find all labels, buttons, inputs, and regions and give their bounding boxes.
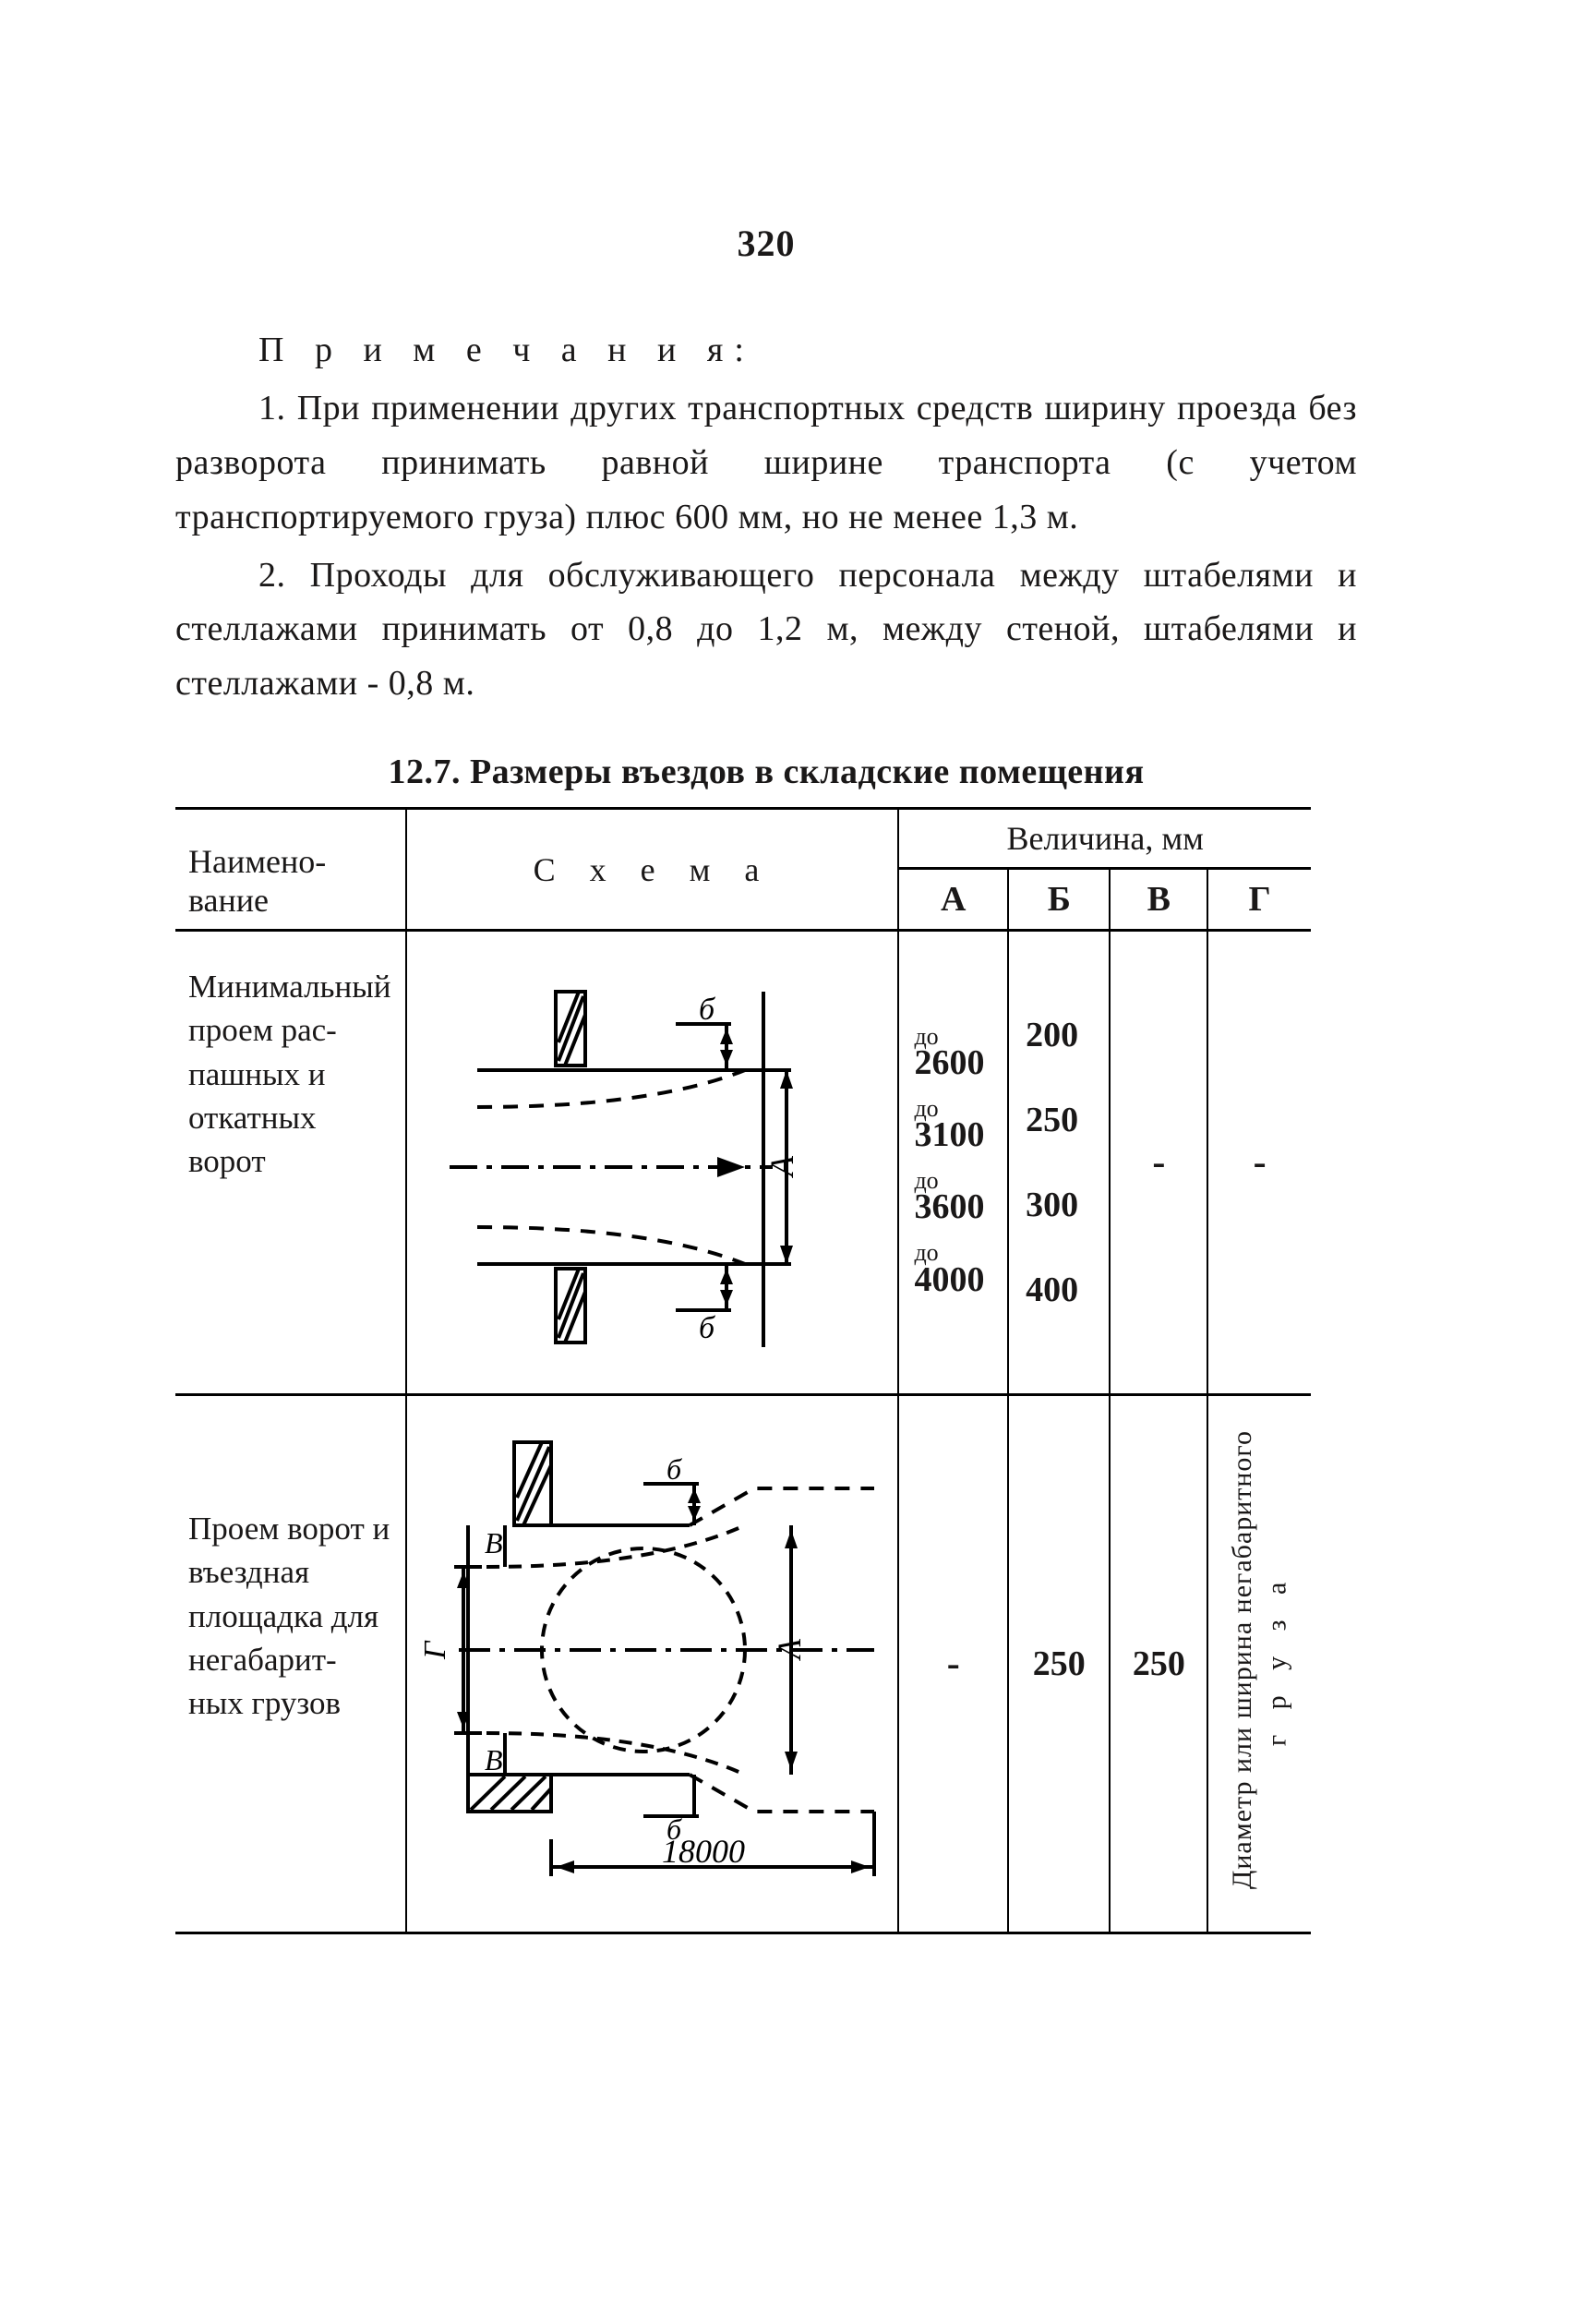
row2-scheme-svg: б б В В А Г 18000: [413, 1405, 893, 1922]
notes-block: П р и м е ч а н и я: 1. При применении д…: [175, 323, 1357, 711]
col-header-scheme: С х е м а: [406, 809, 898, 931]
page-number: 320: [175, 222, 1357, 265]
row2-col-b: 250: [1008, 1395, 1110, 1933]
row2-col-g: Диаметр или ширина негабаритного г р у з…: [1207, 1395, 1311, 1933]
table-caption: 12.7. Размеры въездов в складские помеще…: [175, 752, 1357, 792]
notes-heading: П р и м е ч а н и я:: [175, 323, 1357, 378]
row2-name: Проем ворот и въездная площадка для нега…: [175, 1395, 406, 1933]
dim-b-top: б: [699, 993, 716, 1027]
col-header-a: А: [898, 869, 1008, 931]
content-area: 320 П р и м е ч а н и я: 1. При применен…: [175, 222, 1357, 1934]
table-row: Минимальный проем рас- пашных и откатных…: [175, 931, 1311, 1395]
page: 320 П р и м е ч а н и я: 1. При применен…: [0, 0, 1585, 2324]
row2-col-v: 250: [1110, 1395, 1207, 1933]
row1-col-v: -: [1110, 931, 1207, 1395]
dim-18000: 18000: [662, 1833, 745, 1870]
dim-b-top: б: [666, 1452, 682, 1486]
table-row: Проем ворот и въездная площадка для нега…: [175, 1395, 1311, 1933]
row1-col-g: -: [1207, 931, 1311, 1395]
dim-v-top: В: [485, 1526, 503, 1559]
dim-b-bot: б: [699, 1311, 716, 1345]
row1-scheme-cell: б б А: [406, 931, 898, 1395]
col-header-v: В: [1110, 869, 1207, 931]
dim-a: А: [763, 1155, 800, 1178]
row1-col-b: 200 250 300 400: [1008, 931, 1110, 1395]
note-1: 1. При применении других транспортных ср…: [175, 381, 1357, 545]
table-head: Наимено- вание С х е м а Величина, мм А …: [175, 809, 1311, 931]
col-header-name: Наимено- вание: [175, 809, 406, 931]
row1-scheme-svg: б б А: [422, 941, 883, 1384]
note-2: 2. Проходы для обслуживающего персонала …: [175, 548, 1357, 712]
dimensions-table: Наимено- вание С х е м а Величина, мм А …: [175, 807, 1311, 1934]
dim-g: Г: [418, 1640, 452, 1660]
col-header-g: Г: [1207, 869, 1311, 931]
row2-scheme-cell: б б В В А Г 18000: [406, 1395, 898, 1933]
row1-col-a: до2600 до3100 до3600 до4000: [898, 931, 1008, 1395]
row2-col-a: -: [898, 1395, 1008, 1933]
col-header-value-group: Величина, мм: [898, 809, 1311, 869]
dim-v-bot: В: [485, 1743, 503, 1776]
dim-a: А: [771, 1638, 808, 1661]
row1-name: Минимальный проем рас- пашных и откатных…: [175, 931, 406, 1395]
col-header-b: Б: [1008, 869, 1110, 931]
